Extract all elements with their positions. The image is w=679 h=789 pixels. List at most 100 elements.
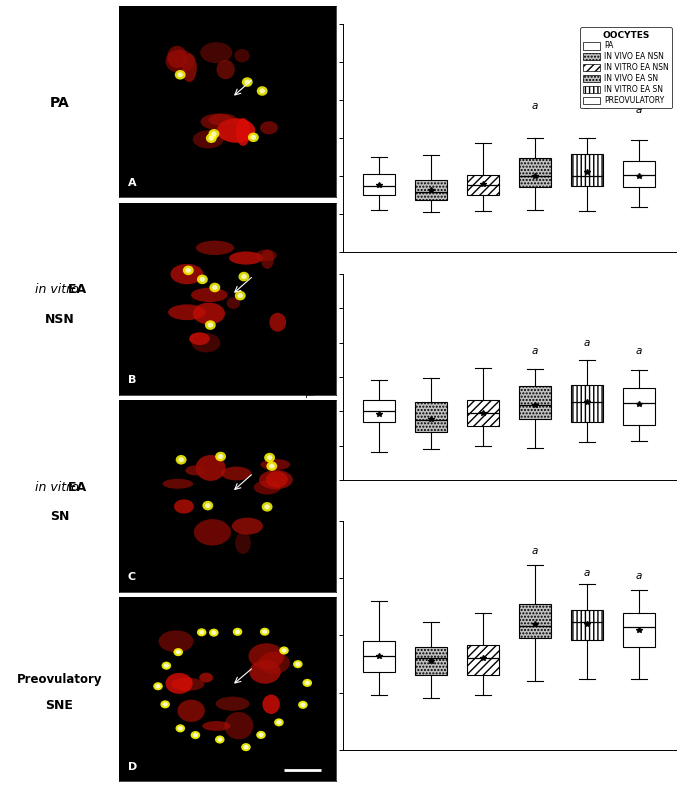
Circle shape xyxy=(212,285,218,290)
PathPatch shape xyxy=(363,641,395,672)
Circle shape xyxy=(218,454,223,459)
Circle shape xyxy=(173,648,183,656)
Circle shape xyxy=(177,73,183,77)
Circle shape xyxy=(178,726,183,731)
Ellipse shape xyxy=(221,466,251,481)
Ellipse shape xyxy=(196,455,225,481)
Circle shape xyxy=(256,731,265,739)
Text: a: a xyxy=(636,346,642,357)
Circle shape xyxy=(238,294,243,298)
Y-axis label: TEA: TEA xyxy=(304,128,314,148)
PathPatch shape xyxy=(467,645,499,675)
Ellipse shape xyxy=(234,49,250,62)
Ellipse shape xyxy=(193,130,223,148)
Circle shape xyxy=(244,80,250,84)
Ellipse shape xyxy=(262,694,280,714)
Circle shape xyxy=(241,274,246,279)
Text: C: C xyxy=(128,572,136,582)
Ellipse shape xyxy=(182,54,197,82)
Ellipse shape xyxy=(236,118,251,146)
Circle shape xyxy=(233,628,242,636)
Text: PA: PA xyxy=(50,95,69,110)
Circle shape xyxy=(276,720,282,724)
Ellipse shape xyxy=(167,46,187,68)
Text: a: a xyxy=(532,546,538,555)
Circle shape xyxy=(251,135,256,140)
Text: a: a xyxy=(532,346,538,357)
PathPatch shape xyxy=(519,604,551,638)
Ellipse shape xyxy=(229,252,263,264)
Circle shape xyxy=(264,504,270,510)
Ellipse shape xyxy=(217,60,235,79)
Circle shape xyxy=(205,320,216,330)
Ellipse shape xyxy=(191,333,221,353)
Circle shape xyxy=(295,662,301,667)
Ellipse shape xyxy=(200,114,235,130)
PathPatch shape xyxy=(415,647,447,675)
Ellipse shape xyxy=(199,673,213,682)
Ellipse shape xyxy=(259,470,293,489)
Circle shape xyxy=(153,682,163,690)
Text: EA: EA xyxy=(33,481,86,494)
Y-axis label: TEFmax: TEFmax xyxy=(307,357,316,398)
Circle shape xyxy=(241,743,251,751)
Ellipse shape xyxy=(249,660,280,684)
Circle shape xyxy=(298,701,308,709)
Circle shape xyxy=(211,131,217,136)
PathPatch shape xyxy=(623,612,655,647)
Circle shape xyxy=(176,455,187,465)
Ellipse shape xyxy=(177,700,205,722)
Text: in vitro: in vitro xyxy=(35,481,84,494)
Text: D: D xyxy=(128,762,136,772)
Ellipse shape xyxy=(259,652,290,674)
Circle shape xyxy=(302,679,312,687)
Circle shape xyxy=(238,271,249,282)
Ellipse shape xyxy=(185,466,206,476)
PathPatch shape xyxy=(571,154,604,186)
Circle shape xyxy=(260,628,270,636)
Text: a: a xyxy=(584,101,591,111)
Text: in vitro: in vitro xyxy=(35,283,84,297)
Ellipse shape xyxy=(270,312,286,331)
Circle shape xyxy=(215,735,225,743)
Circle shape xyxy=(183,266,194,275)
Ellipse shape xyxy=(227,297,240,309)
Circle shape xyxy=(197,628,206,637)
Text: a: a xyxy=(584,338,591,348)
Circle shape xyxy=(162,662,171,670)
Circle shape xyxy=(185,267,191,273)
PathPatch shape xyxy=(519,387,551,419)
Text: EA: EA xyxy=(33,283,86,297)
Circle shape xyxy=(261,502,272,511)
Ellipse shape xyxy=(266,471,288,488)
Ellipse shape xyxy=(162,479,194,488)
Ellipse shape xyxy=(235,532,251,554)
Text: Preovulatory: Preovulatory xyxy=(17,672,102,686)
Ellipse shape xyxy=(166,673,193,694)
Ellipse shape xyxy=(196,241,234,255)
Circle shape xyxy=(274,718,284,727)
Circle shape xyxy=(176,724,185,732)
Text: A: A xyxy=(128,178,136,188)
PathPatch shape xyxy=(571,611,604,640)
Circle shape xyxy=(208,129,219,139)
PathPatch shape xyxy=(467,399,499,426)
Circle shape xyxy=(269,464,274,469)
PathPatch shape xyxy=(623,387,655,424)
Text: SNE: SNE xyxy=(45,699,73,712)
Circle shape xyxy=(211,630,217,635)
Circle shape xyxy=(209,282,220,292)
Circle shape xyxy=(206,133,217,143)
PathPatch shape xyxy=(415,180,447,200)
Ellipse shape xyxy=(170,264,203,284)
Circle shape xyxy=(281,649,287,653)
Text: B: B xyxy=(128,375,136,385)
Circle shape xyxy=(197,275,208,284)
Text: a: a xyxy=(636,105,642,115)
PathPatch shape xyxy=(363,174,395,195)
PathPatch shape xyxy=(623,161,655,187)
Circle shape xyxy=(175,70,185,80)
Circle shape xyxy=(259,733,263,737)
PathPatch shape xyxy=(467,175,499,195)
Circle shape xyxy=(267,455,272,460)
